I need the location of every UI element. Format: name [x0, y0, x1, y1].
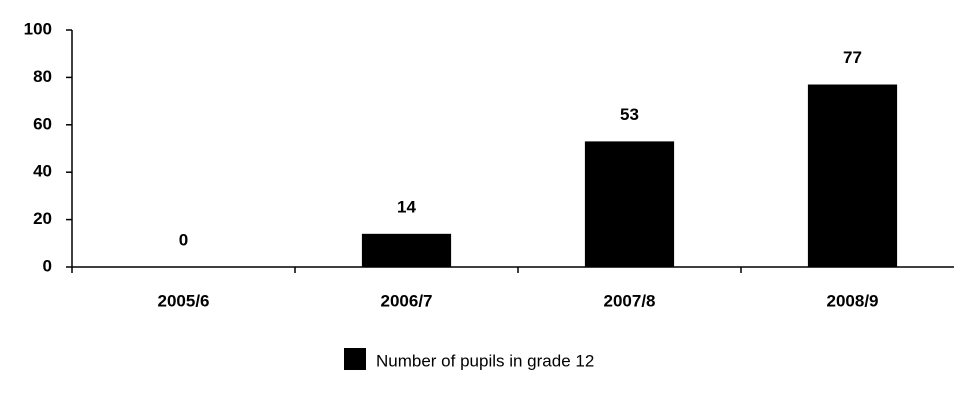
x-tick-label: 2007/8	[604, 291, 656, 310]
y-tick-label: 20	[33, 209, 52, 228]
data-label: 0	[179, 230, 188, 249]
x-tick-label: 2006/7	[381, 291, 433, 310]
data-label: 14	[397, 197, 416, 216]
y-tick-label: 40	[33, 162, 52, 181]
bar	[807, 84, 898, 267]
legend-swatch	[344, 348, 366, 370]
y-tick-label: 0	[43, 256, 52, 275]
bar	[584, 141, 675, 267]
y-tick-label: 100	[24, 19, 52, 38]
y-tick-label: 80	[33, 67, 52, 86]
x-tick-label: 2008/9	[827, 291, 879, 310]
y-tick-label: 60	[33, 114, 52, 133]
legend-label: Number of pupils in grade 12	[376, 351, 594, 370]
bar	[361, 233, 452, 267]
x-tick-label: 2005/6	[158, 291, 210, 310]
data-label: 77	[843, 48, 862, 67]
data-label: 53	[620, 105, 639, 124]
